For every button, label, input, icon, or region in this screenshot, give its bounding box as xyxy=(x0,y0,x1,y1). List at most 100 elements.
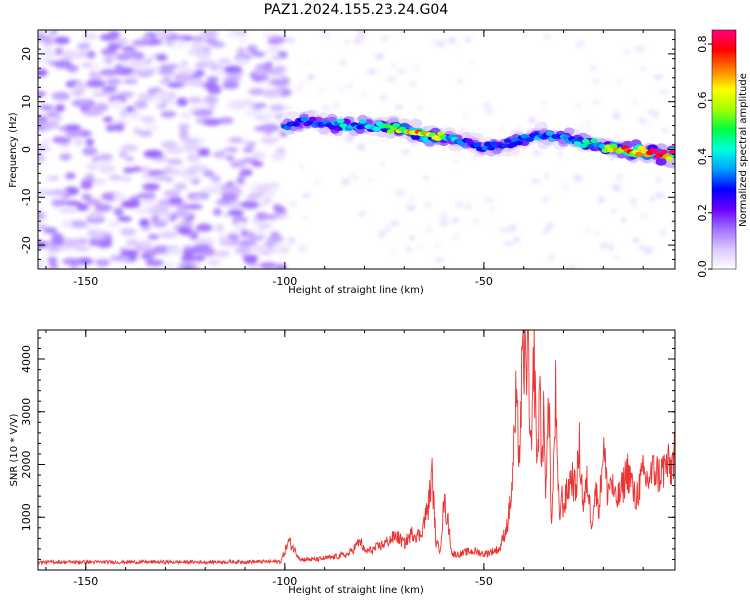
figure-title: PAZ1.2024.155.23.24.G04 xyxy=(264,2,449,18)
noise-blob xyxy=(629,198,637,203)
noise-blob xyxy=(74,139,84,146)
noise-blob xyxy=(264,61,273,71)
noise-blob xyxy=(38,261,45,268)
noise-blob xyxy=(81,62,93,68)
signal-cell xyxy=(300,116,309,122)
noise-blob xyxy=(94,259,111,266)
noise-blob xyxy=(130,72,140,81)
noise-blob xyxy=(213,182,222,192)
noise-blob xyxy=(206,76,219,84)
noise-blob xyxy=(408,196,414,202)
noise-blob xyxy=(299,164,304,171)
noise-blob xyxy=(640,213,650,219)
noise-blob xyxy=(257,111,276,119)
noise-blob xyxy=(119,227,137,237)
noise-blob xyxy=(236,221,246,230)
noise-blob xyxy=(142,174,155,181)
noise-blob xyxy=(47,256,58,264)
noise-blob xyxy=(655,177,662,182)
noise-blob xyxy=(85,138,95,147)
noise-blob xyxy=(429,38,438,44)
noise-blob xyxy=(226,155,235,161)
noise-blob xyxy=(380,94,386,102)
signal-cell xyxy=(473,142,481,148)
noise-blob xyxy=(439,219,450,227)
noise-blob xyxy=(201,30,219,37)
noise-blob xyxy=(131,51,141,60)
noise-blob xyxy=(611,208,617,214)
noise-blob xyxy=(235,247,251,255)
noise-blob xyxy=(80,181,93,190)
noise-blob xyxy=(452,233,459,241)
noise-blob xyxy=(166,247,183,256)
noise-blob xyxy=(590,64,597,71)
noise-blob xyxy=(88,211,104,221)
noise-blob xyxy=(422,175,430,181)
noise-blob xyxy=(197,150,211,157)
noise-blob xyxy=(624,49,629,55)
noise-blob xyxy=(106,78,122,86)
noise-blob xyxy=(177,226,191,235)
noise-blob xyxy=(166,158,183,165)
noise-blob xyxy=(139,218,150,227)
snr-frame xyxy=(37,329,676,571)
noise-blob xyxy=(597,196,606,203)
noise-blob xyxy=(238,172,249,178)
noise-blob xyxy=(455,42,464,47)
noise-blob xyxy=(173,73,193,83)
noise-blob xyxy=(356,35,365,42)
noise-blob xyxy=(164,176,174,183)
noise-blob xyxy=(194,61,209,69)
noise-blob xyxy=(120,200,141,209)
spectrogram-y-tick-label: -10 xyxy=(20,188,33,206)
noise-blob xyxy=(153,173,167,182)
noise-blob xyxy=(225,103,240,109)
snr-x-label: Height of straight line (km) xyxy=(288,585,424,596)
noise-blob xyxy=(245,141,257,148)
noise-blob xyxy=(380,35,390,41)
noise-blob xyxy=(38,91,46,98)
noise-blob xyxy=(272,204,282,211)
noise-blob xyxy=(384,226,392,233)
colorbar-tick-label: 0.0 xyxy=(696,260,709,278)
noise-blob xyxy=(77,42,91,50)
noise-blob xyxy=(267,237,278,245)
noise-blob xyxy=(634,45,645,52)
noise-blob xyxy=(296,86,302,92)
noise-blob xyxy=(189,78,205,87)
noise-blob xyxy=(575,43,580,49)
noise-blob xyxy=(255,69,268,76)
noise-blob xyxy=(340,60,346,66)
noise-blob xyxy=(42,30,53,37)
noise-blob xyxy=(631,204,639,209)
noise-blob xyxy=(158,231,178,239)
spectrogram-y-label: Frequency (Hz) xyxy=(8,112,19,188)
noise-blob xyxy=(347,83,354,89)
signal-cell xyxy=(609,143,618,149)
noise-blob xyxy=(332,102,339,109)
noise-blob xyxy=(394,104,403,110)
noise-blob xyxy=(222,81,240,90)
noise-blob xyxy=(42,39,55,46)
noise-blob xyxy=(125,156,135,162)
noise-blob xyxy=(212,151,226,159)
snr-y-tick-label: 4000 xyxy=(20,345,33,373)
noise-blob xyxy=(344,39,350,45)
noise-blob xyxy=(641,118,647,125)
noise-blob xyxy=(223,76,242,82)
signal-cell xyxy=(573,141,582,146)
noise-blob xyxy=(361,91,368,98)
noise-blob xyxy=(299,80,307,85)
noise-blob xyxy=(232,216,248,225)
noise-blob xyxy=(341,179,351,185)
colorbar-label: Normalized spectral amplitude xyxy=(738,73,749,227)
noise-blob xyxy=(251,161,264,167)
noise-blob xyxy=(242,147,254,153)
noise-blob xyxy=(99,68,119,77)
spectrogram-x-tick-label: -50 xyxy=(475,275,493,288)
noise-blob xyxy=(186,153,201,162)
signal-cell xyxy=(515,140,523,146)
noise-blob xyxy=(127,254,138,262)
noise-blob xyxy=(276,147,286,154)
